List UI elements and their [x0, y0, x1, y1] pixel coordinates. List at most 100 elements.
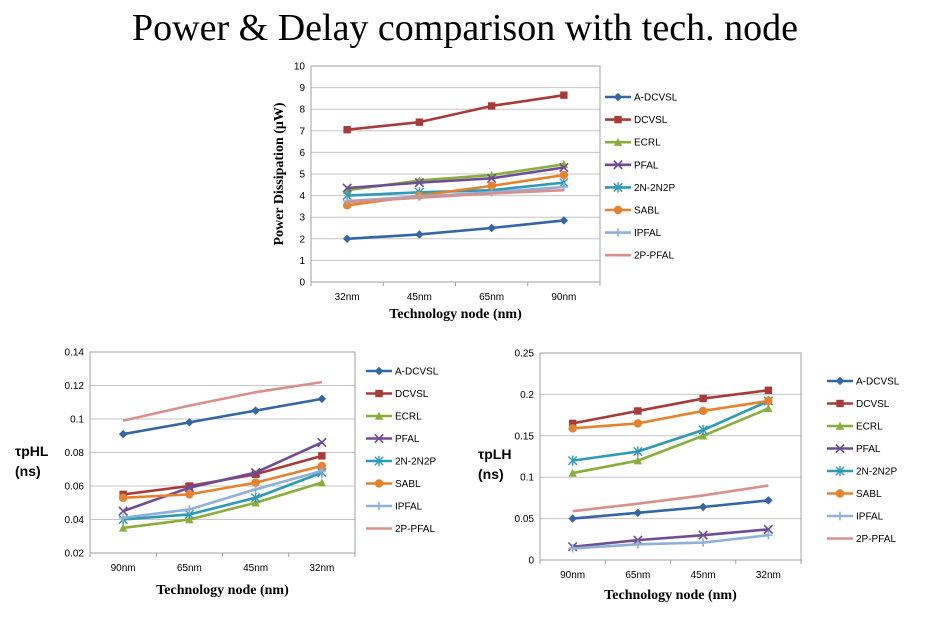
legend-marker-pfal [374, 433, 384, 444]
legend-marker-ipfal [374, 501, 384, 511]
x-tick-label: 32nm [756, 570, 781, 581]
y-tick-label: 7 [299, 126, 305, 137]
data-point-dcvsl [764, 386, 773, 394]
legend-marker-a-dcvsl [374, 366, 384, 376]
data-point-ecrl [317, 478, 327, 487]
data-point-ipfal [185, 505, 194, 514]
x-axis-title: Technology node (nm) [389, 307, 522, 322]
legend-marker-a-dcvsl [613, 92, 623, 102]
chart-2: 0.02 0.04 0.06 0.08 0.1 0.12 0.14 90nm 65nm 45nm 3… [15, 348, 439, 599]
data-point-sabl [568, 424, 577, 433]
data-point-dcvsl [415, 118, 424, 126]
data-point-sabl [317, 461, 327, 471]
data-point-dcvsl [560, 91, 568, 99]
legend-label-2p-pfal: 2P-PFAL [856, 534, 896, 545]
data-point-a-dcvsl [568, 514, 577, 523]
data-point-ipfal [633, 540, 643, 549]
data-point-sabl [487, 181, 496, 191]
data-point-a-dcvsl [559, 216, 569, 225]
x-tick-label: 90nm [560, 570, 585, 581]
data-point-dcvsl [185, 482, 194, 490]
chart-3: 0 0.05 0.1 0.15 0.2 0.25 90nm 65nm 45nm 32nm A-DCV… [478, 349, 900, 604]
legend-label-sabl: SABL [856, 489, 882, 500]
legend-marker-ecrl [374, 411, 384, 420]
data-point-ecrl [118, 523, 128, 532]
legend-label-sabl: SABL [634, 206, 660, 217]
legend-marker-ecrl [613, 138, 623, 146]
legend-label-sabl: SABL [395, 479, 421, 490]
legend-label-ecrl: ECRL [395, 412, 422, 423]
y-tick-label: 0.25 [515, 349, 535, 360]
data-point-ipfal [559, 182, 569, 192]
legend-label-a-dcvsl: A-DCVSL [856, 377, 900, 388]
y-axis-title: τpHL (ns) [15, 443, 49, 479]
y-tick-label: 4 [299, 191, 305, 202]
data-point-pfal [118, 506, 128, 516]
data-point-pfal [763, 524, 774, 535]
x-tick-label: 32nm [309, 563, 334, 574]
x-tick-label: 90nm [111, 563, 136, 574]
data-point-2n-2n2p [250, 492, 261, 503]
series-line-ecrl [572, 407, 769, 475]
legend-label-pfal: PFAL [856, 444, 881, 455]
legend-marker-dcvsl [836, 399, 844, 408]
data-point-pfal [486, 173, 497, 184]
legend-marker-pfal [613, 160, 623, 170]
series-line-a-dcvsl [122, 397, 323, 436]
y-tick-label: 3 [299, 213, 305, 224]
data-point-dcvsl [487, 102, 496, 110]
y-tick-label: 5 [299, 170, 305, 181]
y-tick-label: 0 [528, 556, 534, 567]
data-point-dcvsl [568, 419, 577, 428]
data-point-sabl [251, 478, 260, 487]
y-tick-label: 1 [299, 256, 305, 267]
legend-marker-a-dcvsl [835, 376, 845, 386]
legend-marker-ecrl [835, 421, 845, 430]
data-point-ipfal [251, 485, 260, 494]
legend-label-2n-2n2p: 2N-2N2P [395, 457, 436, 468]
series-line-pfal [347, 166, 565, 190]
legend-label-2n-2n2p: 2N-2N2P [634, 183, 675, 194]
data-point-pfal [184, 482, 195, 493]
data-point-2n-2n2p [633, 446, 643, 457]
x-tick-label: 65nm [177, 563, 202, 574]
data-point-ipfal [764, 530, 773, 540]
data-point-ecrl [633, 456, 643, 465]
data-point-dcvsl [251, 470, 260, 478]
y-tick-label: 0.1 [520, 473, 534, 484]
x-tick-label: 65nm [625, 570, 650, 581]
data-point-pfal [414, 177, 425, 188]
legend-label-pfal: PFAL [634, 160, 659, 171]
data-point-a-dcvsl [118, 429, 128, 439]
data-point-ipfal [698, 538, 708, 547]
x-tick-label: 90nm [551, 292, 576, 303]
y-tick-label: 2 [299, 234, 305, 245]
legend-marker-sabl [613, 205, 623, 215]
y-tick-label: 0.05 [515, 514, 535, 525]
data-point-ipfal [317, 466, 327, 476]
data-point-dcvsl [634, 407, 642, 415]
data-point-sabl [559, 170, 569, 180]
data-point-ecrl [342, 186, 352, 194]
y-tick-label: 9 [299, 83, 305, 94]
data-point-ipfal [118, 513, 128, 523]
legend-label-a-dcvsl: A-DCVSL [395, 367, 439, 378]
series-line-ecrl [122, 481, 323, 530]
legend-marker-2n-2n2p [613, 182, 623, 193]
y-tick-label: 0.14 [65, 348, 85, 359]
series-line-dcvsl [572, 388, 769, 425]
data-point-pfal [698, 530, 708, 540]
legend-marker-2n-2n2p [835, 465, 845, 477]
data-point-sabl [118, 493, 128, 502]
series-line-2p-pfal [572, 484, 769, 513]
legend-marker-ipfal [835, 511, 845, 521]
legend-marker-sabl [374, 479, 384, 488]
y-tick-label: 0.08 [65, 448, 85, 459]
legend-marker-2n-2n2p [374, 455, 384, 467]
data-point-ecrl [568, 468, 577, 477]
data-point-2n-2n2p [567, 455, 578, 466]
series-line-2n-2n2p [123, 471, 323, 521]
y-tick-label: 0.12 [65, 381, 85, 392]
data-point-sabl [764, 396, 773, 406]
y-tick-label: 0.02 [65, 549, 85, 560]
